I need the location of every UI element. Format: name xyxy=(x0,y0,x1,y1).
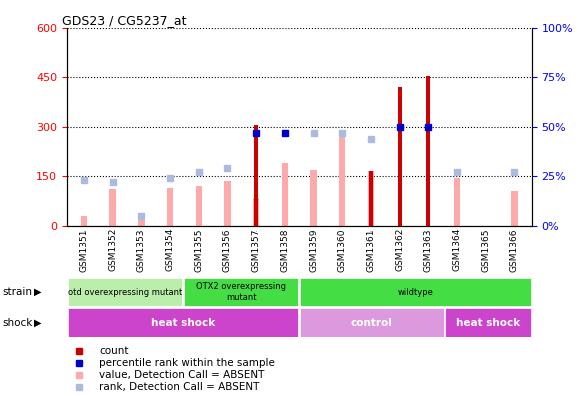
Bar xyxy=(511,191,518,226)
Text: GSM1363: GSM1363 xyxy=(424,228,433,272)
Bar xyxy=(81,217,87,226)
Text: GDS23 / CG5237_at: GDS23 / CG5237_at xyxy=(62,13,187,27)
Text: GSM1352: GSM1352 xyxy=(108,228,117,272)
Text: GSM1364: GSM1364 xyxy=(453,228,461,272)
Bar xyxy=(109,189,116,226)
Bar xyxy=(282,163,288,226)
Bar xyxy=(300,308,444,337)
Bar xyxy=(184,278,299,307)
Text: GSM1360: GSM1360 xyxy=(338,228,347,272)
Text: heat shock: heat shock xyxy=(151,318,215,327)
Text: control: control xyxy=(351,318,393,327)
Bar xyxy=(310,169,317,226)
Bar xyxy=(446,308,531,337)
Text: rank, Detection Call = ABSENT: rank, Detection Call = ABSENT xyxy=(99,382,259,392)
Text: GSM1354: GSM1354 xyxy=(166,228,175,272)
Text: GSM1353: GSM1353 xyxy=(137,228,146,272)
Bar xyxy=(397,87,401,226)
Text: GSM1357: GSM1357 xyxy=(252,228,261,272)
Text: otd overexpressing mutant: otd overexpressing mutant xyxy=(68,287,182,297)
Bar xyxy=(300,278,531,307)
Bar xyxy=(339,135,346,226)
Text: GSM1359: GSM1359 xyxy=(309,228,318,272)
Bar xyxy=(426,76,431,226)
Text: GSM1362: GSM1362 xyxy=(395,228,404,272)
Bar xyxy=(369,171,373,226)
Text: shock: shock xyxy=(3,318,33,328)
Text: GSM1351: GSM1351 xyxy=(80,228,88,272)
Bar xyxy=(454,178,460,226)
Text: GSM1358: GSM1358 xyxy=(281,228,289,272)
Bar xyxy=(167,188,173,226)
Text: strain: strain xyxy=(3,287,33,297)
Text: GSM1355: GSM1355 xyxy=(194,228,203,272)
Text: wildtype: wildtype xyxy=(397,287,433,297)
Text: GSM1365: GSM1365 xyxy=(481,228,490,272)
Bar xyxy=(253,198,259,226)
Bar xyxy=(196,186,202,226)
Bar xyxy=(67,278,182,307)
Text: ▶: ▶ xyxy=(34,318,41,328)
Text: ▶: ▶ xyxy=(34,287,41,297)
Text: GSM1361: GSM1361 xyxy=(367,228,375,272)
Text: heat shock: heat shock xyxy=(456,318,520,327)
Bar xyxy=(67,308,299,337)
Bar xyxy=(138,216,145,226)
Text: value, Detection Call = ABSENT: value, Detection Call = ABSENT xyxy=(99,370,264,380)
Bar xyxy=(224,181,231,226)
Text: percentile rank within the sample: percentile rank within the sample xyxy=(99,358,275,368)
Text: OTX2 overexpressing
mutant: OTX2 overexpressing mutant xyxy=(196,282,286,302)
Text: count: count xyxy=(99,346,128,356)
Text: GSM1356: GSM1356 xyxy=(223,228,232,272)
Text: GSM1366: GSM1366 xyxy=(510,228,519,272)
Bar xyxy=(368,171,374,226)
Bar xyxy=(254,125,258,226)
